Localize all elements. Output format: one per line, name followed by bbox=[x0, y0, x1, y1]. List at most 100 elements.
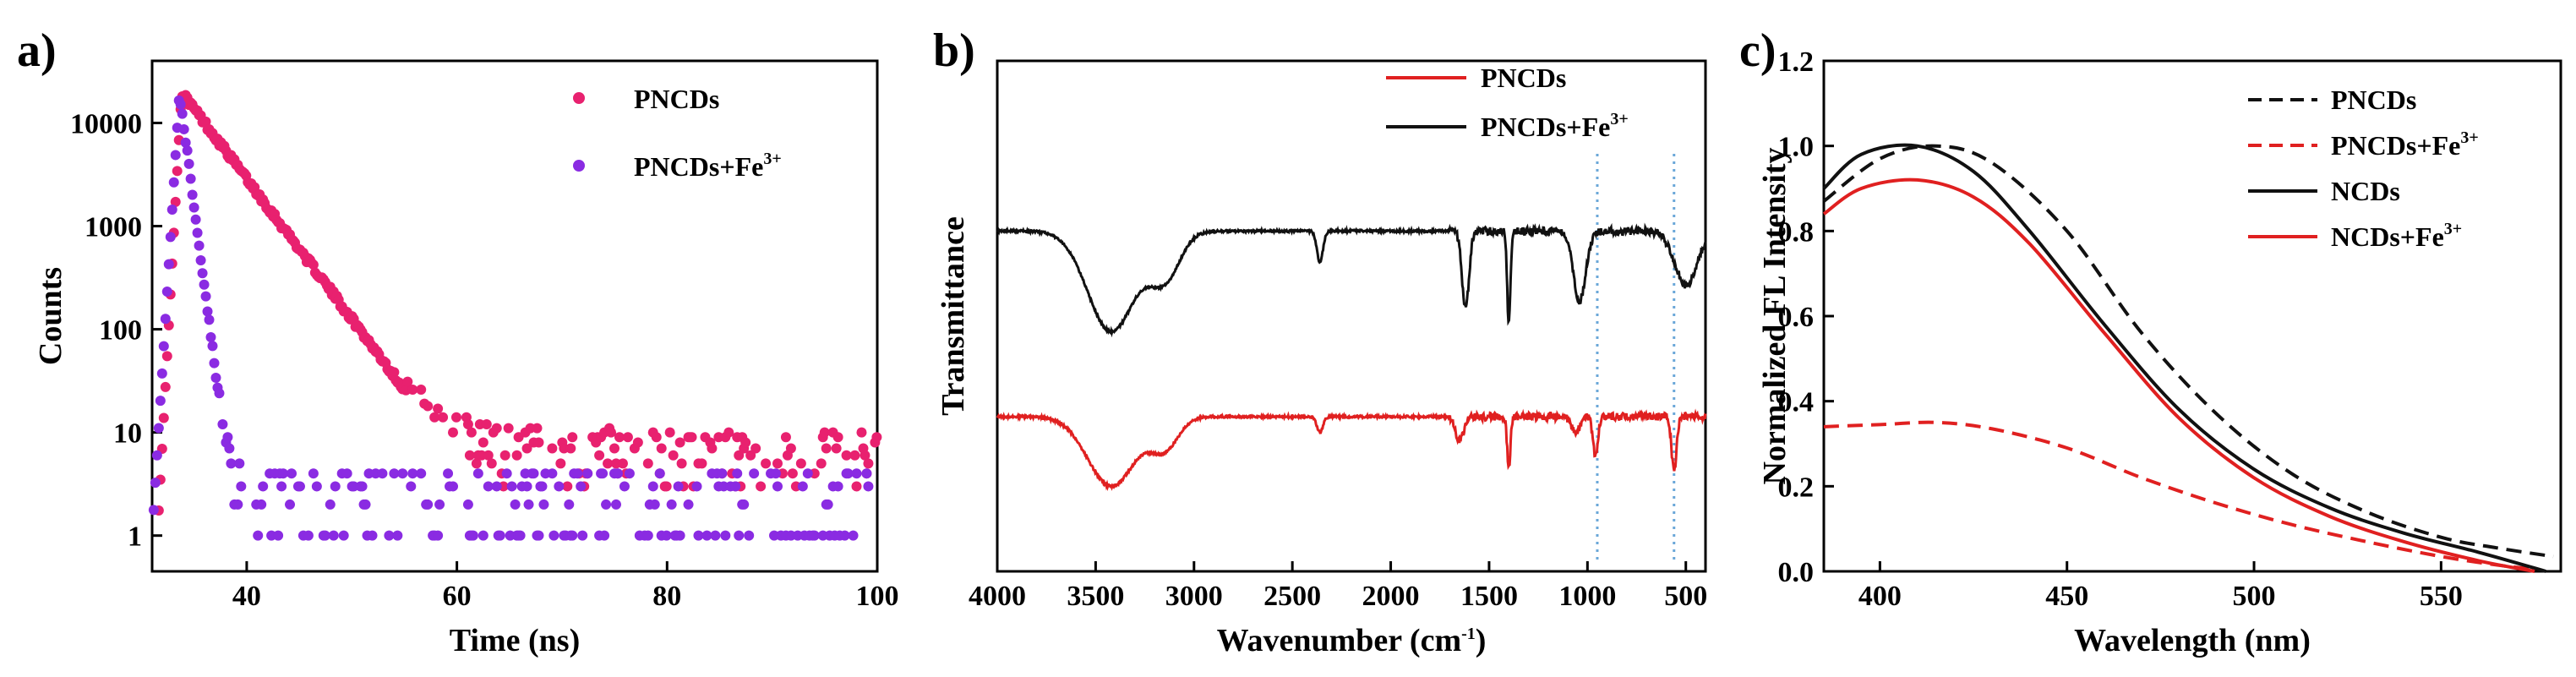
data-point-pncds-fe bbox=[200, 291, 211, 302]
x-tick-label: 100 bbox=[856, 581, 899, 612]
data-point-pncds-fe bbox=[308, 468, 319, 479]
data-point-pncds-fe bbox=[577, 530, 588, 541]
data-point-pncds bbox=[448, 427, 459, 438]
data-point-pncds-fe bbox=[303, 530, 314, 541]
data-point-pncds bbox=[308, 259, 319, 270]
data-point-pncds-fe bbox=[273, 530, 284, 541]
data-point-pncds-fe bbox=[467, 530, 478, 541]
data-point-pncds-fe bbox=[185, 173, 196, 184]
data-point-pncds-fe bbox=[188, 202, 199, 213]
data-point-pncds bbox=[462, 418, 473, 429]
data-point-pncds bbox=[780, 432, 791, 443]
data-point-pncds-fe bbox=[472, 468, 483, 479]
data-point-pncds-fe bbox=[195, 255, 206, 266]
data-point-pncds bbox=[614, 432, 625, 443]
x-tick-label: 40 bbox=[232, 581, 261, 612]
data-point-pncds-fe bbox=[674, 530, 685, 541]
y-axis-title: Counts bbox=[33, 267, 68, 365]
data-point-pncds bbox=[651, 432, 662, 443]
data-point-pncds-fe bbox=[183, 158, 194, 169]
data-point-pncds bbox=[389, 367, 400, 378]
data-point-pncds-fe bbox=[848, 530, 859, 541]
data-point-pncds-fe bbox=[397, 468, 408, 479]
data-point-pncds bbox=[172, 166, 183, 177]
y-tick-label: 100 bbox=[99, 315, 142, 347]
data-point-pncds-fe bbox=[462, 499, 473, 510]
x-tick-label: 550 bbox=[2420, 581, 2463, 612]
data-point-pncds-fe bbox=[730, 481, 741, 492]
data-point-pncds-fe bbox=[175, 99, 186, 110]
y-axis-title: Transmittance bbox=[936, 216, 971, 416]
data-point-pncds-fe bbox=[377, 468, 388, 479]
spectrum-line-pncds bbox=[996, 408, 1707, 492]
data-point-pncds-fe bbox=[732, 468, 743, 479]
data-point-pncds-fe bbox=[582, 468, 593, 479]
data-point-pncds-fe bbox=[392, 530, 403, 541]
fl-curve-pncds bbox=[1822, 144, 2554, 559]
data-point-pncds-fe bbox=[478, 530, 488, 541]
data-point-pncds bbox=[521, 443, 532, 454]
data-point-pncds-fe bbox=[177, 108, 188, 119]
data-point-pncds bbox=[603, 458, 614, 469]
legend-entry-label: NCDs+Fe3+ bbox=[2331, 220, 2462, 252]
data-point-pncds-fe bbox=[863, 481, 874, 492]
data-point-pncds bbox=[642, 458, 653, 469]
data-point-pncds bbox=[562, 481, 573, 492]
data-point-pncds bbox=[160, 381, 171, 392]
data-point-pncds bbox=[707, 443, 718, 454]
data-point-pncds-fe bbox=[494, 530, 505, 541]
data-point-pncds bbox=[407, 384, 418, 395]
data-point-pncds-fe bbox=[170, 150, 181, 161]
data-point-pncds bbox=[841, 450, 852, 461]
data-point-pncds bbox=[402, 376, 413, 387]
y-tick-label: 1.0 bbox=[1778, 132, 1815, 163]
fl-curve-pncds-fe bbox=[1823, 420, 2535, 571]
data-point-pncds-fe bbox=[537, 481, 548, 492]
data-point-pncds bbox=[481, 418, 492, 429]
legend-marker bbox=[573, 160, 585, 172]
data-point-pncds-fe bbox=[443, 468, 454, 479]
data-point-pncds-fe bbox=[802, 468, 813, 479]
legend-entry-label: NCDs bbox=[2331, 176, 2400, 206]
data-point-pncds-fe bbox=[483, 481, 494, 492]
data-point-pncds-fe bbox=[276, 481, 287, 492]
data-point-pncds-fe bbox=[232, 499, 243, 510]
data-point-pncds bbox=[676, 458, 687, 469]
data-point-pncds-fe bbox=[192, 227, 203, 238]
data-point-pncds-fe bbox=[809, 530, 820, 541]
data-point-pncds bbox=[851, 481, 862, 492]
data-point-pncds-fe bbox=[851, 468, 862, 479]
data-point-pncds-fe bbox=[407, 468, 418, 479]
data-point-pncds bbox=[532, 423, 543, 434]
data-point-pncds-fe bbox=[360, 499, 371, 510]
data-point-pncds-fe bbox=[153, 423, 164, 434]
data-point-pncds bbox=[170, 196, 181, 207]
data-point-pncds-fe bbox=[234, 458, 245, 469]
fl-curve-ncds-fe bbox=[1822, 177, 2535, 573]
data-point-pncds bbox=[686, 432, 697, 443]
data-point-pncds bbox=[511, 450, 522, 461]
data-point-pncds bbox=[499, 450, 510, 461]
data-point-pncds-fe bbox=[749, 468, 760, 479]
x-tick-label: 1000 bbox=[1558, 581, 1616, 612]
data-point-pncds-fe bbox=[178, 123, 189, 134]
data-point-pncds-fe bbox=[384, 530, 395, 541]
data-point-pncds bbox=[871, 432, 882, 443]
data-point-pncds bbox=[200, 116, 211, 127]
data-point-pncds-fe bbox=[861, 468, 872, 479]
spectrum-line-pncds-fe bbox=[996, 222, 1707, 338]
data-point-pncds-fe bbox=[839, 530, 850, 541]
data-point-pncds bbox=[819, 427, 830, 438]
data-point-pncds-fe bbox=[258, 481, 269, 492]
data-point-pncds-fe bbox=[771, 468, 782, 479]
data-point-pncds-fe bbox=[285, 499, 296, 510]
data-point-pncds-fe bbox=[204, 314, 215, 325]
data-point-pncds bbox=[547, 443, 558, 454]
fl-curve-ncds bbox=[1822, 143, 2546, 573]
data-point-pncds-fe bbox=[319, 530, 330, 541]
data-point-pncds-fe bbox=[207, 341, 218, 352]
data-point-pncds-fe bbox=[210, 372, 221, 383]
data-point-pncds-fe bbox=[338, 530, 349, 541]
x-tick-label: 500 bbox=[1664, 581, 1707, 612]
data-point-pncds-fe bbox=[772, 481, 783, 492]
